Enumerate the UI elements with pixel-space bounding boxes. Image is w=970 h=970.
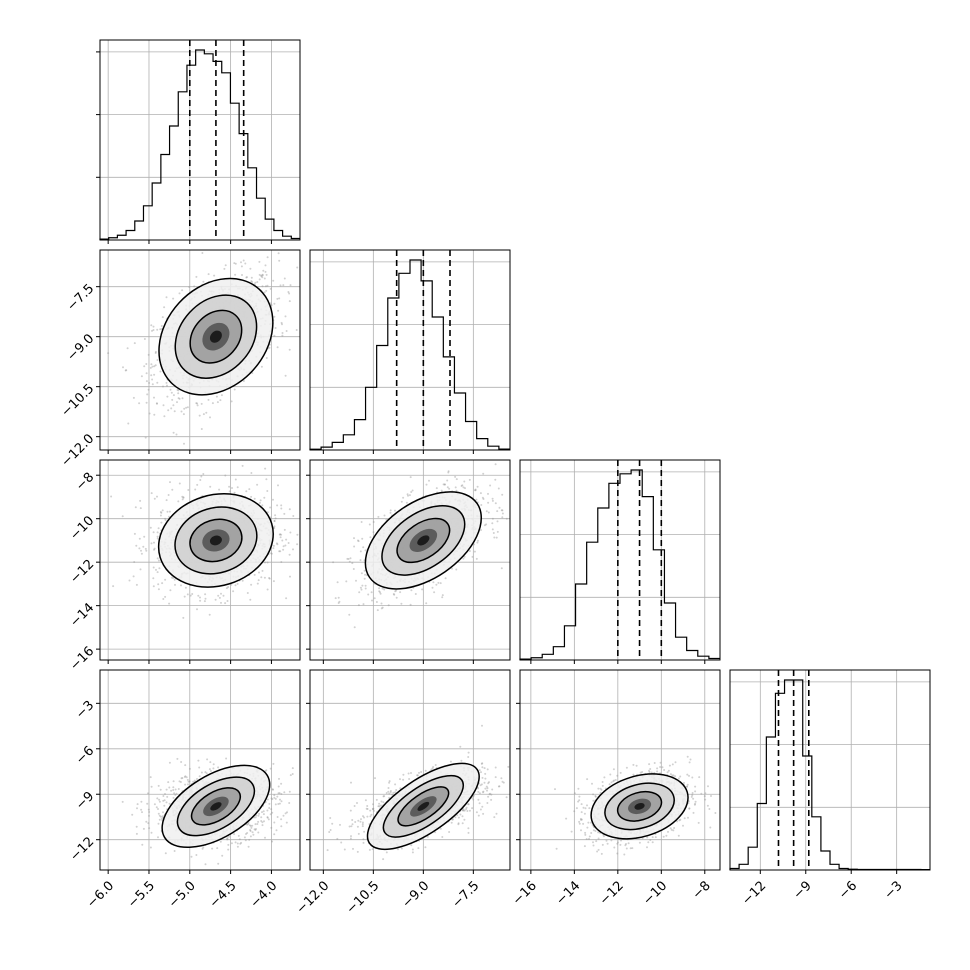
contour-line-0 [366,762,480,851]
contour-line-2 [190,787,241,826]
tick-label-x: −4.5 [207,878,240,911]
panel-frame [309,669,511,871]
panel-3-2 [516,669,721,874]
tick-label-x: −6 [836,878,860,902]
tick-label-x: −12 [597,878,627,908]
tick-label-x: −5.5 [125,878,158,911]
tick-label-x: −16 [510,878,540,908]
contour-line-0 [158,277,274,396]
contour-line-0 [590,773,689,840]
histogram-3 [729,679,930,871]
panel-3-3 [729,669,931,874]
contour-line-2 [397,786,450,827]
tick-label-x: −9.0 [399,878,432,911]
panel-frame [519,459,721,661]
contour-line-1 [381,505,466,576]
contour-line-1 [176,776,256,837]
panel-frame [99,459,301,661]
panel-2-1 [306,459,511,664]
contour-line-1 [382,774,464,838]
tick-label-x: −8 [690,878,714,902]
contour-line-1 [174,506,258,575]
tick-label-y: −8 [73,470,97,494]
density-fill-4 [417,535,430,546]
panel-frame [99,249,301,451]
contour-line-0 [161,764,271,849]
tick-label-x: −12.0 [294,878,333,917]
density-fill-4 [634,802,645,810]
tick-label-y: −6 [73,743,97,767]
tick-label-x: −10 [640,878,670,908]
tick-label-x: −10.5 [344,878,383,917]
tick-label-x: −9 [791,878,815,902]
panel-1-1 [309,249,511,454]
histogram-0 [99,49,300,240]
tick-label-x: −6.0 [84,878,117,911]
contour-line-1 [604,782,675,831]
tick-label-x: −3 [882,878,906,902]
tick-label-y: −9.0 [64,331,97,364]
panel-2-0 [96,459,301,664]
contour-line-1 [174,294,258,379]
panel-frame [309,459,511,661]
panel-2-2 [519,459,721,664]
contour-line-2 [616,790,663,822]
panel-3-1 [306,669,511,874]
density-fill-4 [209,535,222,546]
contour-line-2 [189,309,243,364]
tick-label-x: −5.0 [166,878,199,911]
tick-label-x: −12 [739,878,769,908]
tick-label-y: −10.5 [59,381,98,420]
tick-label-y: −10 [67,513,97,543]
tick-label-x: −4.0 [248,878,281,911]
contour-line-2 [396,517,451,564]
density-fill-4 [417,801,430,811]
panel-frame [519,669,721,871]
tick-label-y: −9 [73,789,97,813]
tick-label-y: −16 [67,644,97,674]
tick-label-y: −12 [67,557,97,587]
histogram-2 [519,469,720,660]
tick-label-y: −12.0 [59,431,98,470]
tick-label-x: −14 [553,878,583,908]
panel-frame [99,669,301,871]
tick-label-x: −7.5 [449,878,482,911]
panel-3-0 [96,669,301,874]
density-fill-4 [210,802,222,811]
tick-label-y: −12 [67,834,97,864]
contour-line-0 [364,491,483,590]
panel-1-0 [96,249,301,454]
tick-label-y: −3 [73,698,97,722]
panel-frame [309,249,511,451]
contour-line-2 [189,518,243,563]
density-fill-4 [209,330,222,343]
panel-frame [729,669,931,871]
panel-frame [99,39,301,241]
panel-0-0 [96,39,301,244]
histogram-1 [309,259,510,450]
tick-label-y: −14 [67,600,97,630]
contour-line-0 [157,493,274,588]
tick-label-y: −7.5 [64,281,97,314]
